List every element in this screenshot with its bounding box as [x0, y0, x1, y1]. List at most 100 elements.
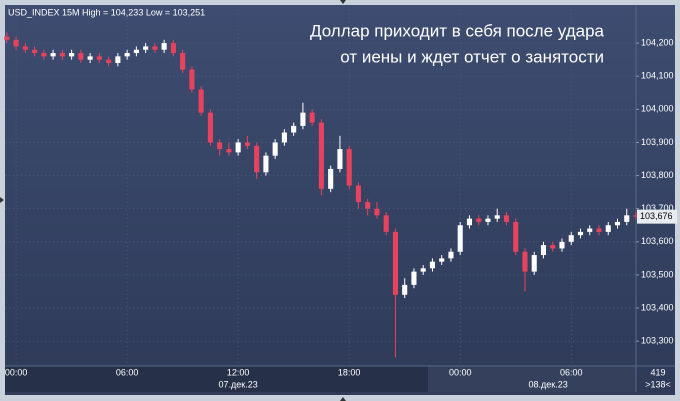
marker: [340, 397, 346, 401]
candle-body: [32, 49, 38, 54]
y-tick-label: 103,700: [641, 203, 674, 213]
candle-body: [59, 53, 65, 57]
corner-label: >138<: [645, 379, 671, 389]
candle-body: [633, 215, 639, 217]
candle-body: [605, 225, 611, 232]
candle-body: [13, 39, 19, 47]
candle-body: [577, 231, 584, 236]
y-tick-label: 103,400: [641, 302, 674, 312]
candle-body: [568, 235, 574, 242]
candle-body: [300, 112, 306, 126]
candle-body: [383, 215, 389, 232]
candle-body: [503, 215, 510, 222]
candle-body: [429, 261, 435, 269]
x-tick-label: 12:00: [227, 367, 250, 377]
candle-body: [346, 149, 352, 186]
candle-body: [180, 53, 186, 70]
candle-body: [96, 56, 102, 60]
candle-body: [540, 245, 547, 256]
candle-body: [513, 221, 519, 252]
candle-body: [87, 56, 93, 60]
x-tick-label: 00:00: [449, 367, 472, 377]
date-label: 07.дек.23: [219, 379, 258, 389]
candle-body: [4, 36, 10, 40]
x-tick-label: 06:00: [560, 367, 583, 377]
y-tick-label: 104,100: [641, 71, 674, 81]
candle-body: [596, 228, 602, 232]
candle-body: [78, 53, 84, 60]
candle-body: [133, 49, 139, 54]
title: от иены и ждет отчет о занятости: [340, 47, 604, 66]
candle-body: [411, 271, 417, 285]
candle-body: [235, 142, 241, 153]
candle-body: [531, 255, 537, 272]
candle-body: [587, 228, 593, 232]
candle-body: [217, 142, 223, 150]
candle-body: [550, 245, 556, 249]
candle-body: [392, 231, 398, 295]
candle-body: [318, 122, 324, 189]
candle-body: [143, 46, 149, 50]
y-tick-label: 104,200: [641, 37, 674, 47]
header: USD_INDEX 15M High = 104,233 Low = 103,2…: [8, 7, 205, 17]
candle-body: [152, 46, 158, 50]
candle-body: [522, 251, 528, 272]
candle-body: [189, 69, 195, 90]
y-tick-label: 103,500: [641, 269, 674, 279]
candle-body: [263, 155, 269, 173]
y-tick-label: 103,600: [641, 236, 674, 246]
candle-body: [41, 53, 47, 57]
date-label: 08.дек.23: [528, 379, 567, 389]
candle-body: [355, 185, 361, 203]
x-tick-label: 00:00: [5, 367, 28, 377]
candle-body: [559, 241, 565, 249]
candle-body: [614, 221, 621, 226]
candle-body: [365, 202, 371, 209]
candle-body: [624, 215, 630, 222]
candle-body: [170, 43, 176, 54]
candle-body: [337, 149, 343, 169]
candle-body: [420, 268, 426, 272]
y-tick-label: 103,800: [641, 170, 674, 180]
marker: [0, 197, 4, 203]
candle-body: [485, 218, 491, 222]
candle-body: [254, 145, 260, 173]
plot-background: [5, 5, 675, 395]
candle-body: [207, 112, 213, 143]
candle-body: [226, 149, 232, 153]
candle-body: [448, 251, 454, 259]
candle-body: [244, 142, 250, 146]
day-shade: [428, 366, 636, 392]
candle-body: [124, 53, 130, 57]
candle-body: [106, 59, 112, 63]
title: Доллар приходит в себя после удара: [310, 21, 605, 40]
candle-body: [457, 225, 463, 252]
y-tick-label: 104,000: [641, 104, 674, 114]
candle-body: [309, 112, 315, 123]
price-box: [637, 209, 677, 224]
candle-body: [281, 132, 287, 143]
y-tick-label: 103,900: [641, 137, 674, 147]
corner-label: 419: [650, 367, 665, 377]
candle-body: [402, 284, 408, 295]
candle-body: [115, 56, 121, 63]
candle-body: [69, 53, 75, 57]
x-tick-label: 06:00: [116, 367, 139, 377]
candle-body: [50, 53, 56, 57]
candle-body: [198, 89, 204, 113]
candle-body: [272, 142, 278, 156]
candle-body: [476, 218, 482, 222]
candle-body: [291, 125, 297, 133]
y-tick-label: 103,300: [641, 336, 674, 346]
candle-body: [439, 258, 445, 262]
candle-body: [374, 208, 380, 216]
candle-body: [466, 218, 473, 226]
candle-body: [328, 168, 334, 189]
price-label: 103,676: [640, 211, 673, 221]
candle-body: [161, 43, 167, 50]
candle-body: [494, 215, 500, 219]
x-tick-label: 18:00: [338, 367, 361, 377]
marker: [340, 0, 346, 4]
